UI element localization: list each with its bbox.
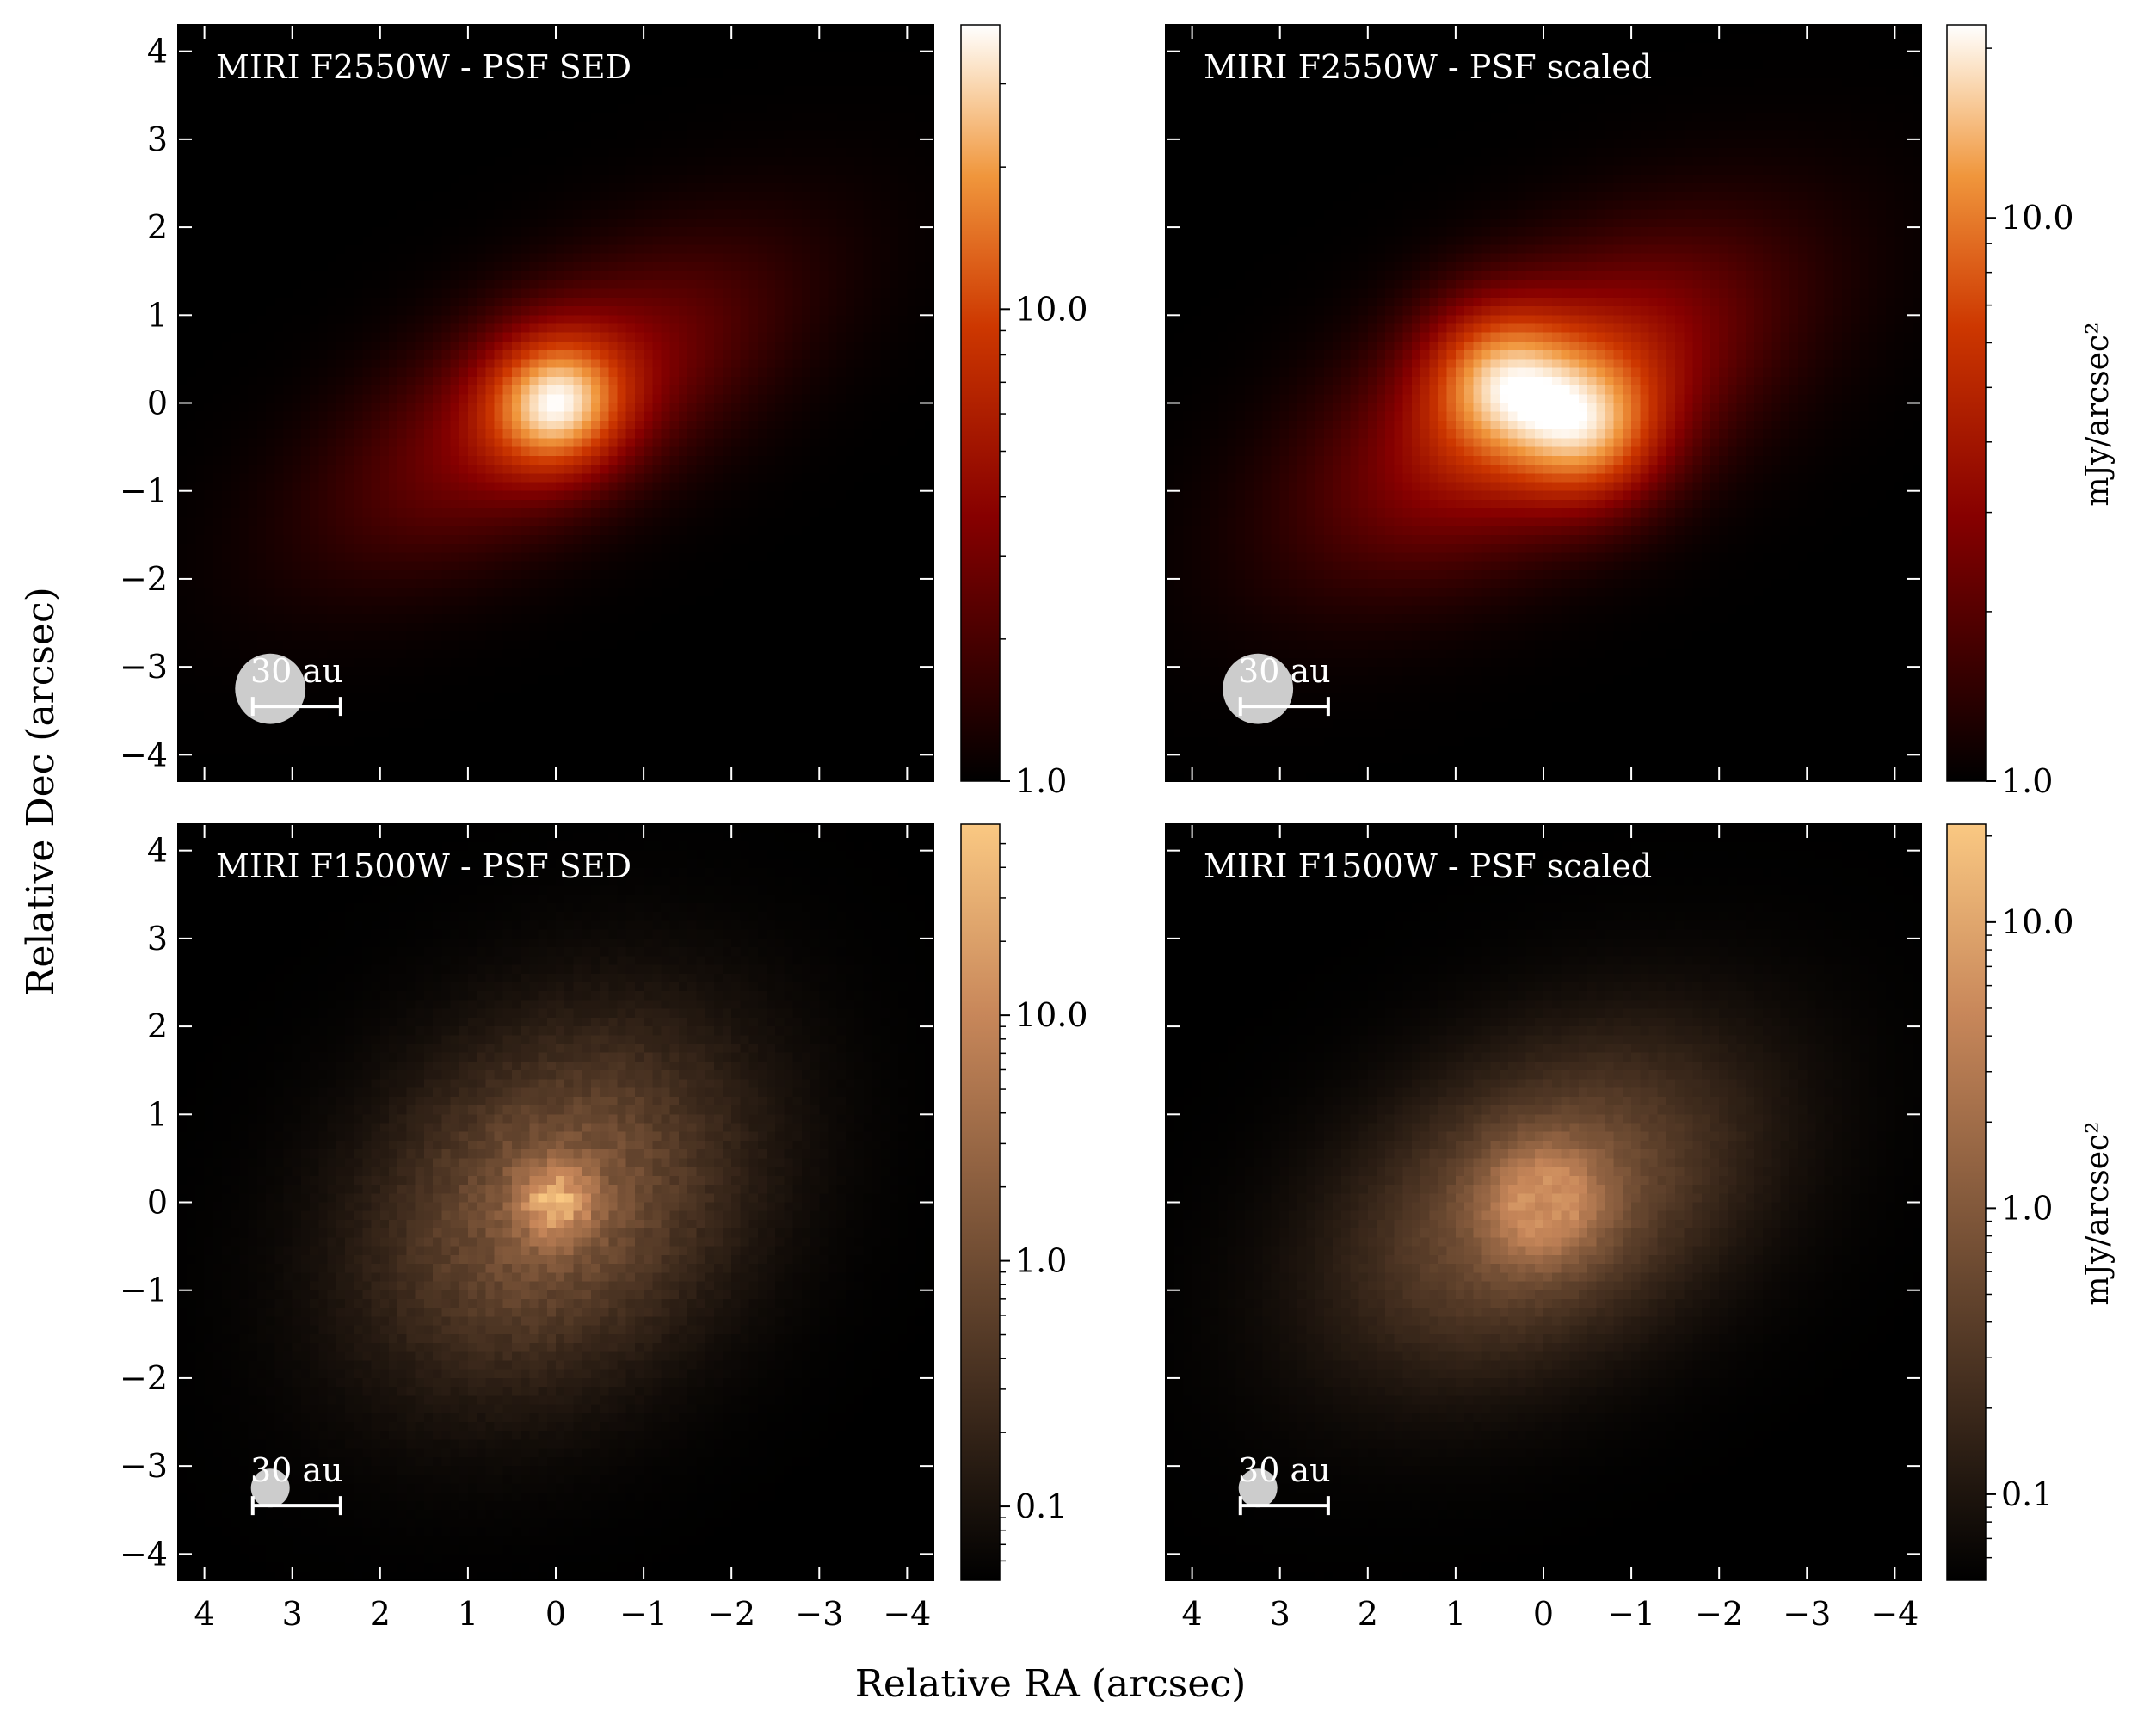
x-tick-label: 1 [458,1595,478,1633]
y-tick-label: 0 [147,385,168,422]
x-tick-label: 3 [282,1595,303,1633]
heatmap-image [1166,25,1921,781]
colorbar-tick-label: 10.0 [1015,996,1088,1034]
y-tick-label: −4 [120,736,168,773]
x-axis-label: Relative RA (arcsec) [855,1662,1247,1706]
x-tick-label: 0 [1533,1595,1554,1633]
y-tick-label: 3 [147,920,168,957]
colorbar-tick-label: 1.0 [2001,1189,2053,1227]
axes-frame [177,823,934,1581]
x-tick-label: −1 [619,1595,668,1633]
y-tick-label: −2 [120,1359,168,1397]
panel-title: MIRI F1500W - PSF scaled [1204,847,1652,885]
panel-f2550w-scaled: MIRI F2550W - PSF scaled 30 au 1.0 10.0 mJy/… [1165,24,2116,800]
panel-f1500w-sed: MIRI F1500W - PSF SED 30 au 4 3 2 1 0 −1 −2 −3 −4 −… [120,823,1088,1633]
y-tick-label: −1 [120,1271,168,1309]
colorbar-tick-label: 1.0 [1015,762,1067,800]
colorbar-tick-label: 10.0 [1015,290,1088,328]
heatmap-image [178,824,933,1580]
heatmap-image [178,25,933,781]
x-tick-label: 3 [1270,1595,1291,1633]
panel-title: MIRI F2550W - PSF SED [216,48,631,86]
panel-f1500w-scaled: MIRI F1500W - PSF scaled 30 au 4 3 2 1 0 −1 −2 −3… [1165,823,2116,1633]
x-tick-label: −2 [707,1595,755,1633]
colorbar-tick-label: 10.0 [2001,903,2074,941]
x-tick-label: −3 [1783,1595,1831,1633]
panel-title: MIRI F1500W - PSF SED [216,847,631,885]
y-tick-label: −3 [120,1447,168,1485]
colorbar-frame [1946,823,1987,1581]
axes-frame [1165,823,1922,1581]
x-tick-label: 2 [1358,1595,1378,1633]
scalebar-label: 30 au [1238,652,1331,690]
colorbar [961,824,1000,1580]
colorbar-label: mJy/arcsec² [2080,322,2116,506]
scalebar-label: 30 au [1238,1451,1331,1489]
x-tick-label: 2 [370,1595,391,1633]
panel-f2550w-sed: MIRI F2550W - PSF SED 30 au −4 −3 −2 −1 0 1 2 3 4 1… [120,24,1088,800]
colorbar-tick-label: 0.1 [1015,1487,1067,1525]
colorbar-tick-label: 1.0 [1015,1242,1067,1280]
x-tick-label: 4 [194,1595,215,1633]
scalebar-label: 30 au [250,1451,343,1489]
y-tick-label: 2 [147,1007,168,1045]
x-tick-label: −4 [883,1595,931,1633]
colorbar-label: mJy/arcsec² [2080,1121,2116,1305]
x-tick-label: 4 [1182,1595,1203,1633]
x-tick-label: −4 [1870,1595,1919,1633]
colorbar-tick-label: 10.0 [2001,199,2074,237]
heatmap-image [1166,824,1921,1580]
beam-ellipse [1238,1468,1278,1508]
y-tick-label: 1 [147,296,168,334]
colorbar-frame [1946,24,1987,782]
colorbar [961,25,1000,781]
y-tick-label: −3 [120,648,168,686]
x-tick-label: −2 [1695,1595,1743,1633]
beam-ellipse [250,1468,290,1508]
colorbar-tick-label: 0.1 [2001,1475,2053,1513]
scalebar-label: 30 au [250,652,343,690]
colorbar [1947,25,1986,781]
x-tick-label: −3 [795,1595,843,1633]
axes-frame [1165,24,1922,782]
y-tick-label: 1 [147,1095,168,1133]
x-tick-label: −1 [1607,1595,1655,1633]
panel-title: MIRI F2550W - PSF scaled [1204,48,1652,86]
y-tick-label: −1 [120,472,168,510]
y-tick-label: −2 [120,560,168,598]
x-tick-label: 1 [1445,1595,1466,1633]
colorbar [1947,824,1986,1580]
axes-frame [177,24,934,782]
y-tick-label: 2 [147,208,168,246]
panels: MIRI F2550W - PSF SED 30 au −4 −3 −2 −1 0 1 2 3 4 1… [120,24,2116,1633]
colorbar-frame [960,24,1001,782]
x-tick-label: 0 [545,1595,566,1633]
y-tick-label: 0 [147,1184,168,1222]
y-axis-label: Relative Dec (arcsec) [19,587,63,996]
y-tick-label: 4 [147,832,168,870]
y-tick-label: 3 [147,120,168,158]
colorbar-frame [960,823,1001,1581]
y-tick-label: 4 [147,33,168,71]
y-tick-label: −4 [120,1535,168,1573]
colorbar-tick-label: 1.0 [2001,762,2053,800]
